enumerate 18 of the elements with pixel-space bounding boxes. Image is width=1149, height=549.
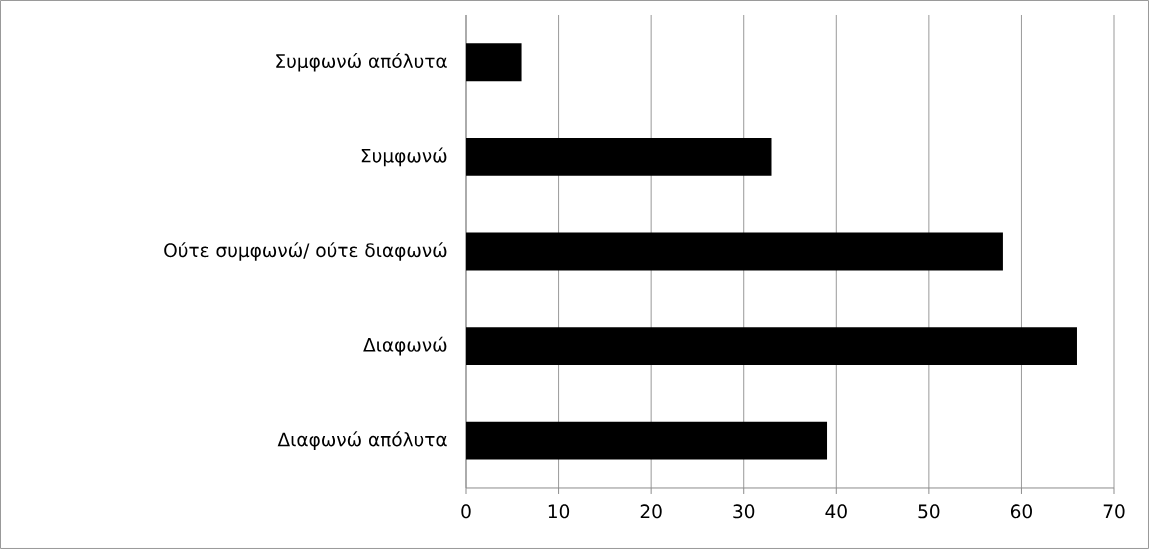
y-tick-label: Διαφωνώ απόλυτα — [277, 431, 447, 450]
bar — [466, 421, 828, 460]
x-tick-label: 30 — [733, 504, 755, 519]
y-tick-label: Συμφωνώ απόλυτα — [276, 52, 447, 72]
x-tick-label: 40 — [825, 504, 847, 519]
y-tick-label: Διαφωνώ — [363, 336, 447, 356]
bar — [466, 43, 522, 82]
bar — [466, 137, 772, 176]
x-tick-label: 70 — [1103, 504, 1125, 519]
bar — [466, 327, 1077, 365]
x-tick-label: 0 — [461, 504, 471, 519]
x-tick-label: 60 — [1010, 504, 1032, 519]
x-tick-label: 50 — [918, 504, 940, 519]
x-tick-label: 10 — [548, 504, 570, 519]
x-tick-label: 20 — [640, 504, 662, 519]
y-tick-label: Ούτε συμφωνώ/ ούτε διαφωνώ — [164, 242, 447, 261]
y-tick-label: Συμφωνώ — [361, 147, 447, 167]
bar — [466, 232, 1003, 271]
